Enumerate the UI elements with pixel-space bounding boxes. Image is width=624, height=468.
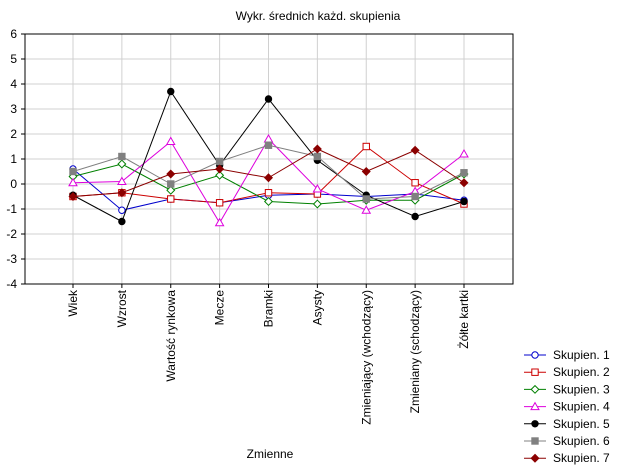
legend-item: Skupien. 6	[524, 434, 610, 448]
data-point	[312, 144, 322, 154]
legend-item: Skupien. 7	[524, 451, 610, 465]
y-tick-label: -3	[6, 252, 17, 266]
legend-marker	[530, 384, 540, 394]
data-point	[118, 217, 126, 226]
grid	[25, 33, 513, 285]
data-point	[215, 157, 224, 166]
data-point	[459, 148, 469, 158]
legend-item: Skupien. 4	[524, 400, 610, 414]
series-group	[68, 87, 469, 227]
data-point	[214, 217, 225, 227]
data-point	[68, 191, 78, 202]
data-point	[459, 178, 469, 188]
y-tick-label: 3	[10, 102, 17, 116]
data-point	[215, 164, 225, 174]
data-point	[411, 192, 419, 201]
legend-marker	[531, 368, 539, 376]
y-tick-label: 1	[10, 152, 17, 166]
y-tick-label: 0	[10, 177, 17, 191]
data-point	[117, 188, 127, 198]
legend-label: Skupien. 3	[553, 382, 610, 396]
legend-marker	[530, 401, 540, 411]
legend-item: Skupien. 2	[524, 365, 610, 379]
x-tick-label: Wartość rynkowa	[164, 290, 178, 382]
legend-label: Skupien. 2	[553, 365, 610, 379]
data-point	[410, 145, 420, 155]
legend-label: Skupien. 7	[553, 451, 610, 465]
x-tick-label: Żółte kartki	[457, 290, 471, 349]
series-6	[69, 141, 468, 203]
data-point	[362, 142, 370, 151]
data-point	[361, 205, 372, 214]
data-point	[460, 197, 468, 206]
x-tick-label: Bramki	[262, 290, 276, 327]
data-point	[167, 195, 175, 203]
data-point	[312, 199, 322, 209]
y-tick-label: 2	[10, 127, 17, 141]
series-4	[68, 133, 469, 227]
legend-marker	[531, 420, 539, 428]
y-tick-label: -2	[6, 227, 17, 241]
legend-marker	[531, 351, 539, 359]
data-point	[165, 136, 176, 145]
legend-marker	[530, 453, 540, 463]
data-point	[264, 141, 273, 149]
legend-marker	[531, 437, 539, 445]
data-point	[69, 167, 77, 176]
x-tick-label: Wiek	[66, 289, 80, 317]
legend-label: Skupien. 4	[553, 400, 610, 414]
y-tick-label: 4	[10, 77, 17, 91]
data-point	[215, 170, 225, 180]
legend-label: Skupien. 6	[553, 434, 610, 448]
data-point	[166, 169, 176, 179]
data-point	[118, 152, 126, 161]
x-tick-label: Mecze	[213, 290, 227, 326]
x-tick-label: Zmieniany (schodzący)	[408, 290, 422, 413]
data-point	[118, 206, 126, 214]
x-axis-label: Zmienne	[247, 447, 294, 461]
legend: Skupien. 1 Skupien. 2 Skupien. 3 Skupien. 4…	[524, 348, 610, 465]
data-point	[362, 195, 370, 203]
data-point	[167, 87, 175, 96]
data-point	[68, 177, 78, 187]
x-axis: Wiek Wzrost Wartość rynkowa Mecze Bramki Asys…	[66, 284, 471, 425]
data-point	[167, 180, 175, 188]
legend-label: Skupien. 5	[553, 417, 610, 431]
data-point	[264, 189, 273, 197]
data-point	[312, 183, 323, 193]
data-point	[411, 179, 419, 187]
legend-item: Skupien. 1	[524, 348, 610, 362]
data-point	[313, 152, 322, 161]
x-tick-label: Asysty	[310, 290, 324, 325]
x-tick-label: Zmieniający (wchodzący)	[359, 290, 373, 425]
data-point	[263, 173, 274, 183]
legend-item: Skupien. 3	[524, 382, 610, 396]
data-point	[460, 169, 468, 177]
y-tick-label: 5	[10, 52, 17, 66]
series-7	[68, 144, 469, 202]
data-point	[361, 166, 371, 177]
data-point	[264, 95, 273, 103]
data-point	[117, 159, 127, 169]
data-point	[215, 199, 224, 207]
data-point	[117, 176, 127, 185]
legend-item: Skupien. 5	[524, 417, 610, 431]
x-tick-label: Wzrost	[115, 289, 129, 327]
y-tick-label: 6	[10, 27, 17, 41]
legend-label: Skupien. 1	[553, 348, 610, 362]
data-point	[166, 185, 176, 195]
data-point	[263, 133, 274, 143]
chart-title: Wykr. średnich każd. skupienia	[236, 9, 401, 23]
y-axis: 6 5 4 3 2 1 0 -1 -2 -3 -4	[6, 27, 25, 291]
data-point	[411, 212, 419, 221]
y-tick-label: -1	[6, 202, 17, 216]
data-point	[263, 196, 274, 207]
y-tick-label: -4	[6, 277, 17, 291]
